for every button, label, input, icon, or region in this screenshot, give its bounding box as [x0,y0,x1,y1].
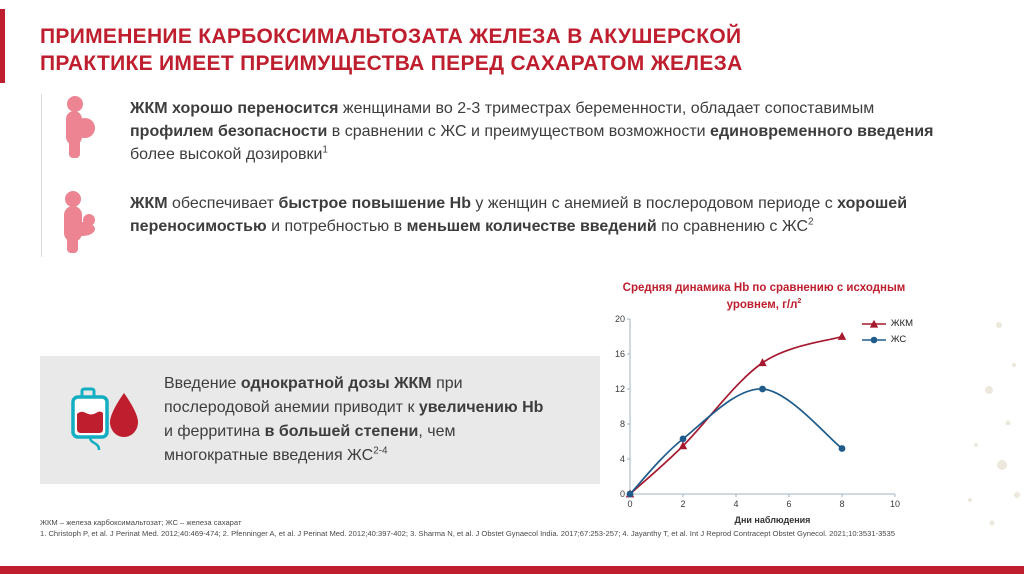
svg-text:8: 8 [620,419,625,429]
decorative-dots [968,322,1020,526]
svg-text:8: 8 [839,499,844,509]
line-chart: 0 4 8 12 16 20 0 2 4 6 8 10 Дни наблюдения [615,311,915,527]
title-accent-bar [0,9,5,83]
svg-text:12: 12 [615,384,625,394]
chart: 0 4 8 12 16 20 0 2 4 6 8 10 Дни наблюдения ЖКМ ЖС [615,311,915,527]
footnote-references: 1. Christoph P, et al. J Perinat Med. 20… [40,528,895,538]
chart-legend: ЖКМ ЖС [861,318,913,345]
legend-label: ЖС [890,334,907,345]
svg-text:16: 16 [615,349,625,359]
svg-text:4: 4 [620,454,625,464]
mother-with-baby-icon [56,189,104,257]
pregnant-woman-icon [56,94,104,162]
slide-title: ПРИМЕНЕНИЕ КАРБОКСИМАЛЬТОЗАТА ЖЕЛЕЗА В А… [40,23,940,78]
footnote-abbreviations: ЖКМ – железа карбоксимальтозат; ЖС – жел… [40,518,242,527]
legend-label: ЖКМ [890,318,913,329]
bottom-accent-bar [0,566,1024,574]
bullet-text: ЖКМ хорошо переносится женщинами во 2-3 … [130,100,934,164]
bullet-item-tolerability: ЖКМ хорошо переносится женщинами во 2-3 … [56,94,951,167]
svg-text:Дни наблюдения: Дни наблюдения [735,515,811,525]
svg-text:6: 6 [786,499,791,509]
callout-text: Введение однократной дозы ЖКМ при послер… [164,375,544,464]
svg-text:10: 10 [890,499,900,509]
svg-text:0: 0 [620,489,625,499]
blood-bag-icon [66,387,142,453]
bullet-item-postpartum: ЖКМ обеспечивает быстрое повышение Hb у … [56,189,951,257]
legend-item: ЖС [861,334,913,345]
svg-text:2: 2 [680,499,685,509]
bullet-text: ЖКМ обеспечивает быстрое повышение Hb у … [130,194,908,235]
footnote: ЖКМ – железа карбоксимальтозат; ЖС – жел… [40,518,975,539]
svg-text:0: 0 [627,499,632,509]
svg-text:20: 20 [615,314,625,324]
slide-title-line1: ПРИМЕНЕНИЕ КАРБОКСИМАЛЬТОЗАТА ЖЕЛЕЗА В А… [40,25,742,48]
chart-title: Средняя динамика Hb по сравнению с исход… [622,282,906,311]
bullet-list: ЖКМ хорошо переносится женщинами во 2-3 … [41,94,951,257]
slide-title-line2: ПРАКТИКЕ ИМЕЕТ ПРЕИМУЩЕСТВА ПЕРЕД САХАРА… [40,52,743,76]
svg-text:4: 4 [733,499,738,509]
legend-item: ЖКМ [861,318,913,329]
callout-box: Введение однократной дозы ЖКМ при послер… [40,356,600,484]
